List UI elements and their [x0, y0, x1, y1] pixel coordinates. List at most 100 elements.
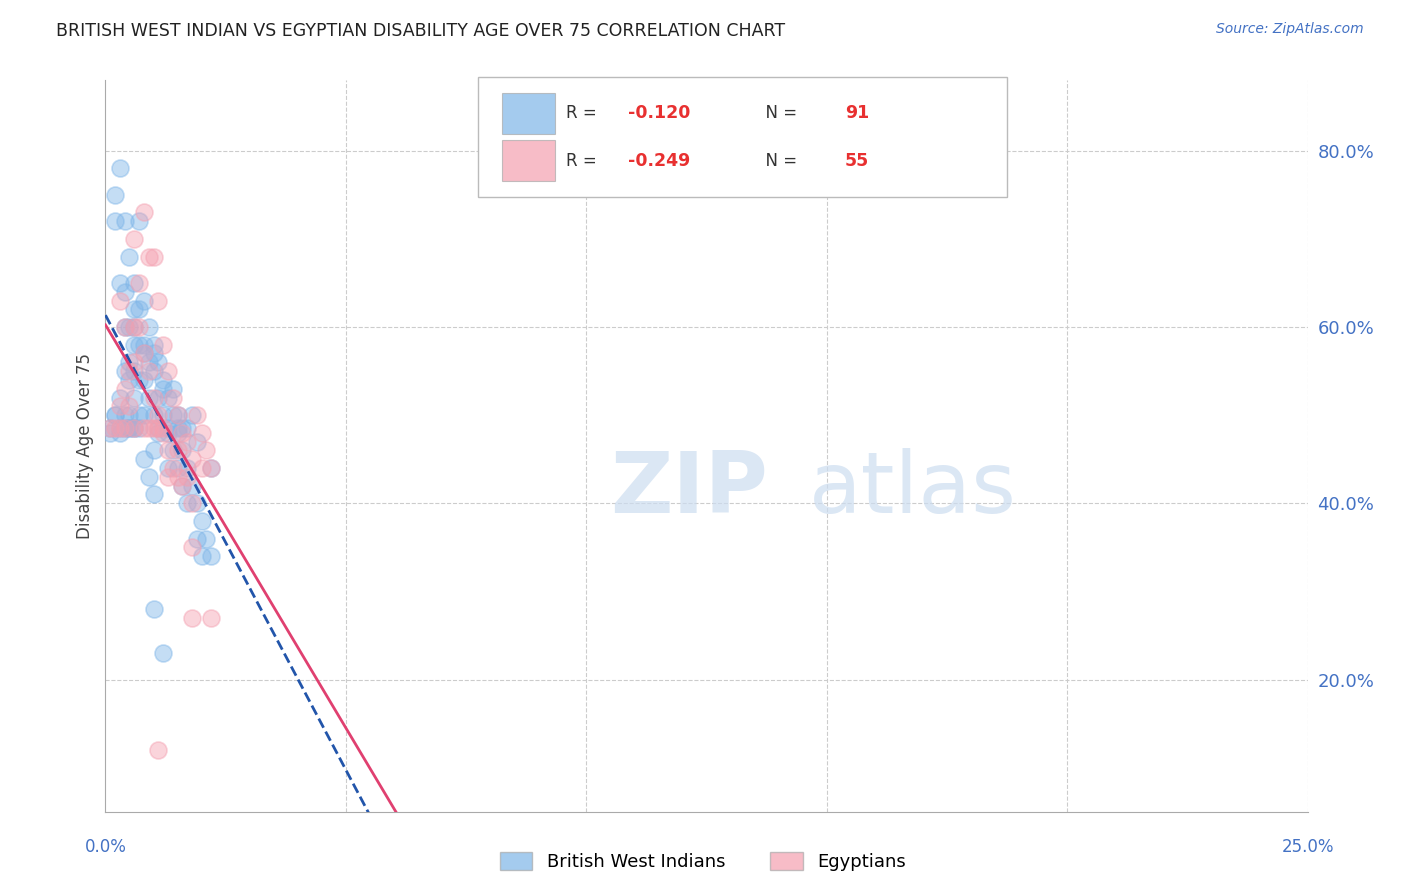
Point: [142, 408, 165, 422]
Point: [124, 421, 146, 435]
Point: [162, 382, 184, 396]
Point: [138, 355, 160, 369]
Point: [132, 408, 155, 422]
Point: [166, 408, 188, 422]
Point: [114, 320, 136, 334]
Point: [176, 461, 198, 475]
Text: BRITISH WEST INDIAN VS EGYPTIAN DISABILITY AGE OVER 75 CORRELATION CHART: BRITISH WEST INDIAN VS EGYPTIAN DISABILI…: [56, 22, 786, 40]
Point: [108, 391, 131, 405]
Point: [124, 320, 146, 334]
Point: [166, 408, 188, 422]
Point: [156, 461, 179, 475]
Point: [186, 408, 208, 422]
Point: [156, 364, 179, 378]
Point: [142, 602, 165, 616]
Point: [190, 425, 212, 440]
Point: [114, 364, 136, 378]
Point: [128, 408, 150, 422]
Point: [124, 276, 146, 290]
Y-axis label: Disability Age Over 75: Disability Age Over 75: [76, 353, 94, 539]
Point: [118, 373, 141, 387]
Point: [124, 355, 146, 369]
Point: [166, 461, 188, 475]
Text: 0.0%: 0.0%: [84, 838, 127, 856]
Point: [148, 408, 170, 422]
Text: N =: N =: [755, 104, 801, 122]
Point: [132, 346, 155, 360]
Point: [114, 421, 136, 435]
FancyBboxPatch shape: [502, 93, 555, 134]
Point: [104, 408, 127, 422]
Point: [156, 425, 179, 440]
Point: [176, 434, 198, 449]
Point: [98, 425, 121, 440]
Point: [152, 373, 174, 387]
Point: [186, 532, 208, 546]
Point: [132, 205, 155, 219]
Point: [108, 421, 131, 435]
Point: [118, 408, 141, 422]
Point: [166, 425, 188, 440]
Point: [190, 514, 212, 528]
Point: [114, 214, 136, 228]
Point: [162, 391, 184, 405]
Point: [128, 421, 150, 435]
Point: [104, 214, 127, 228]
Text: 91: 91: [845, 104, 869, 122]
Point: [108, 400, 131, 414]
Point: [195, 443, 218, 458]
Point: [181, 541, 204, 555]
Point: [156, 470, 179, 484]
Point: [138, 250, 160, 264]
Text: atlas: atlas: [808, 449, 1017, 532]
Point: [176, 496, 198, 510]
Point: [142, 337, 165, 351]
Point: [176, 421, 198, 435]
Point: [132, 346, 155, 360]
Point: [114, 285, 136, 299]
Point: [118, 421, 141, 435]
Point: [148, 425, 170, 440]
Point: [148, 421, 170, 435]
Point: [118, 250, 141, 264]
Point: [128, 214, 150, 228]
Point: [124, 364, 146, 378]
Text: -0.249: -0.249: [628, 152, 690, 169]
Legend: British West Indians, Egyptians: British West Indians, Egyptians: [492, 845, 914, 879]
Point: [190, 549, 212, 563]
Point: [108, 161, 131, 176]
Point: [166, 470, 188, 484]
Point: [152, 425, 174, 440]
Text: 55: 55: [845, 152, 869, 169]
Point: [118, 355, 141, 369]
Point: [138, 421, 160, 435]
Point: [108, 293, 131, 308]
Point: [138, 320, 160, 334]
Point: [162, 461, 184, 475]
Point: [124, 337, 146, 351]
Point: [104, 421, 127, 435]
Point: [172, 478, 194, 492]
Text: ZIP: ZIP: [610, 449, 768, 532]
Point: [200, 461, 222, 475]
Point: [181, 452, 204, 467]
Point: [200, 461, 222, 475]
Point: [162, 408, 184, 422]
Point: [124, 302, 146, 317]
Point: [152, 646, 174, 660]
Point: [132, 421, 155, 435]
Point: [142, 487, 165, 501]
Point: [118, 421, 141, 435]
Point: [118, 320, 141, 334]
Point: [200, 611, 222, 625]
Point: [98, 421, 121, 435]
Point: [104, 408, 127, 422]
Point: [124, 320, 146, 334]
Point: [152, 421, 174, 435]
Point: [172, 443, 194, 458]
Point: [108, 425, 131, 440]
Point: [156, 421, 179, 435]
Point: [181, 408, 204, 422]
Point: [138, 364, 160, 378]
Point: [142, 346, 165, 360]
